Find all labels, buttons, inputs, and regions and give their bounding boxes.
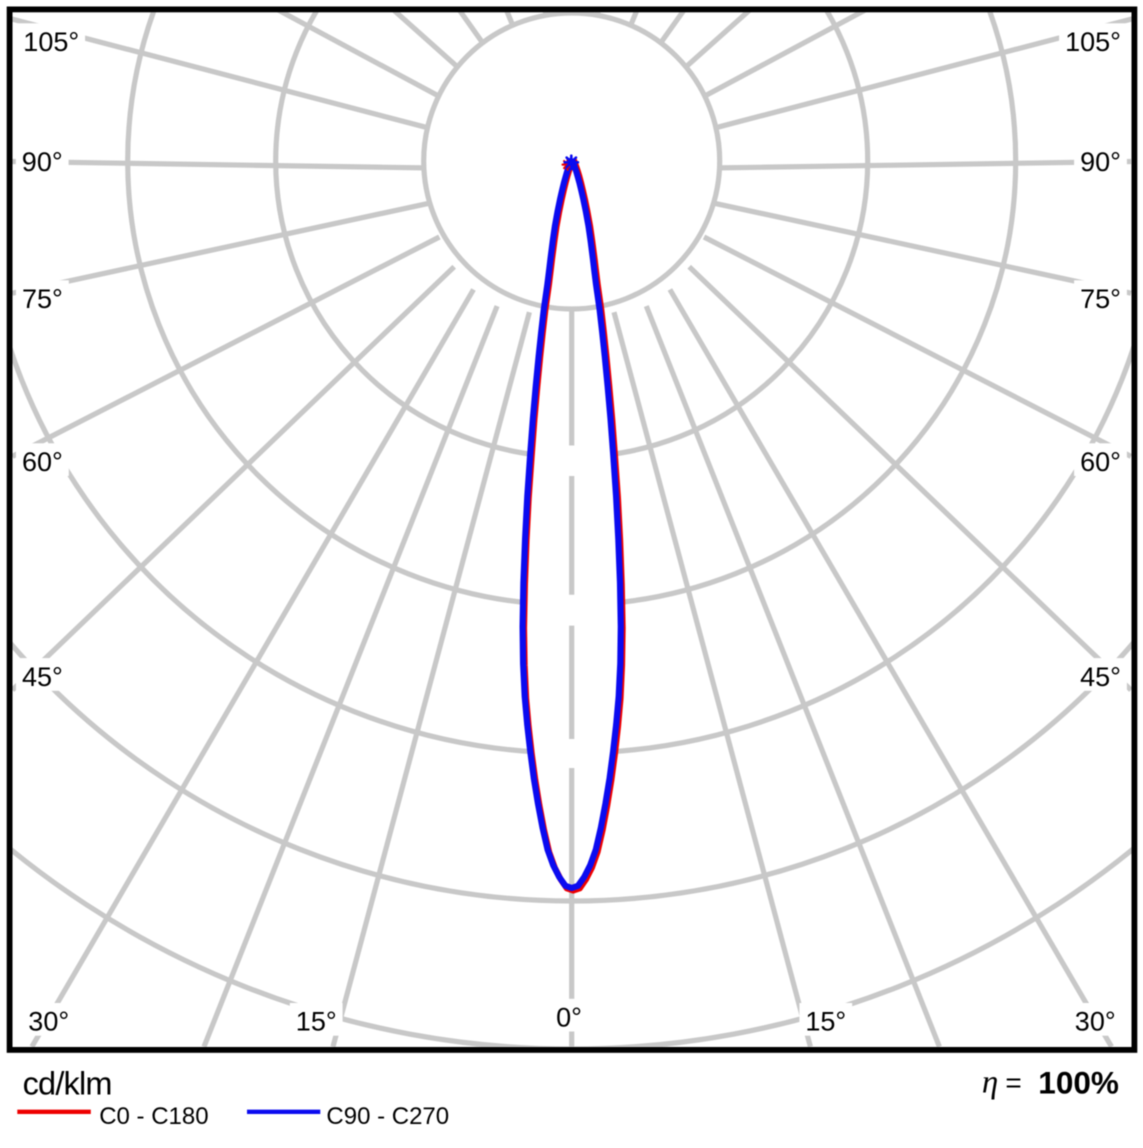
svg-text:75°: 75° bbox=[1080, 284, 1121, 314]
svg-text:cd/klm: cd/klm bbox=[23, 1066, 112, 1102]
svg-text:105°: 105° bbox=[23, 27, 79, 57]
svg-text:105°: 105° bbox=[1065, 27, 1121, 57]
svg-text:C90 - C270: C90 - C270 bbox=[326, 1103, 449, 1130]
svg-text:90°: 90° bbox=[1080, 147, 1121, 177]
svg-text:0°: 0° bbox=[556, 1003, 582, 1033]
svg-text:30°: 30° bbox=[1075, 1007, 1116, 1037]
svg-text:90°: 90° bbox=[22, 147, 63, 177]
svg-text:15°: 15° bbox=[296, 1007, 337, 1037]
svg-text:=: = bbox=[1005, 1067, 1021, 1098]
svg-text:100%: 100% bbox=[1038, 1065, 1119, 1101]
svg-text:45°: 45° bbox=[22, 662, 63, 692]
svg-text:45°: 45° bbox=[1080, 662, 1121, 692]
svg-text:60°: 60° bbox=[22, 447, 63, 477]
svg-text:C0 - C180: C0 - C180 bbox=[99, 1103, 208, 1130]
svg-text:η: η bbox=[982, 1065, 998, 1101]
svg-text:15°: 15° bbox=[805, 1007, 846, 1037]
svg-text:30°: 30° bbox=[28, 1007, 69, 1037]
svg-text:60°: 60° bbox=[1080, 447, 1121, 477]
svg-text:75°: 75° bbox=[22, 284, 63, 314]
